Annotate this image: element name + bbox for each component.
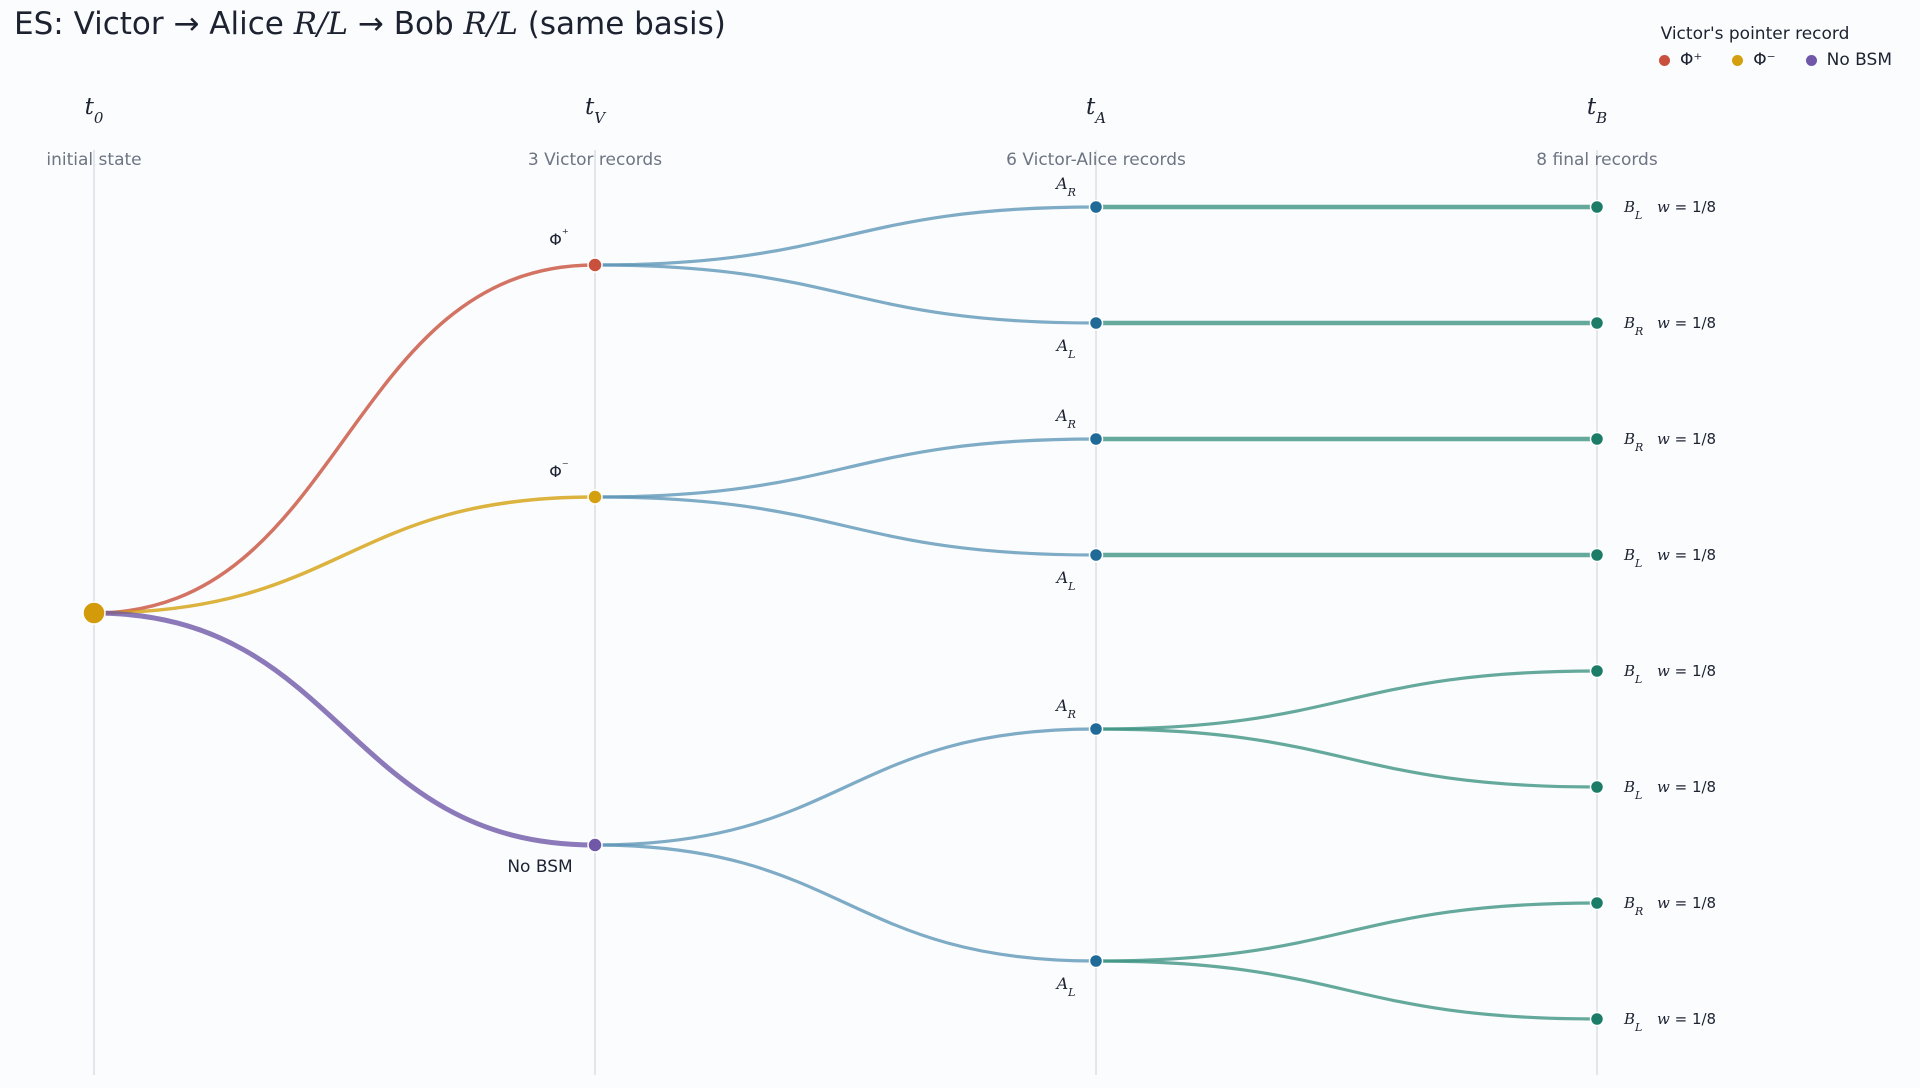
victor-node [587,837,603,853]
alice-node [1088,721,1104,737]
branch-weight-label: w = 1/8 [1657,430,1716,448]
branch-weight-label: w = 1/8 [1657,778,1716,796]
bob-node [1589,779,1605,795]
bob-node [1589,547,1605,563]
legend: Victor's pointer record Φ⁺ Φ⁻ No BSM [1602,24,1892,70]
branch-weight-label: w = 1/8 [1657,662,1716,680]
victor-node [587,257,603,273]
bob-node-label: BR [1623,314,1643,338]
alice-node-label: AR [1054,696,1076,721]
victor-node-label: Φ⁻ [549,459,568,482]
legend-item-phi-plus: Φ⁺ [1658,50,1703,70]
victor-branch-edge [91,610,598,848]
alice-node-label: AR [1054,174,1076,199]
bob-node [1589,199,1605,215]
bob-node-label: BR [1623,894,1643,918]
alice-branch-edge [593,727,1098,847]
victor-branch-edge [92,495,597,615]
bob-node-label: BR [1623,430,1643,454]
alice-node [1088,199,1104,215]
alice-branch-edge [593,263,1098,325]
branch-weight-label: w = 1/8 [1657,894,1716,912]
stage-label: tA [1086,94,1106,127]
alice-node [1088,953,1104,969]
root-node [82,601,106,625]
victor-node-label: No BSM [507,857,572,877]
stage-caption: 3 Victor records [528,150,662,170]
branch-weight-label: w = 1/8 [1657,1010,1716,1028]
bob-branch-edge [1094,727,1599,789]
bob-node-label: BL [1623,778,1642,802]
alice-node [1088,431,1104,447]
stage-caption: initial state [46,150,141,170]
stage-caption: 6 Victor-Alice records [1006,150,1186,170]
alice-node-label: AL [1055,336,1076,361]
victor-node-label: Φ⁺ [549,227,568,250]
bob-node [1589,663,1605,679]
alice-node [1088,315,1104,331]
alice-branch-edge [593,843,1098,963]
bob-branch-edge [1094,901,1599,963]
stage-caption: 8 final records [1536,150,1658,170]
stage-label: tV [585,94,607,127]
legend-label-phi-minus: Φ⁻ [1753,50,1776,70]
alice-branch-edge [593,495,1098,557]
stage-label: t0 [85,94,104,127]
alice-node-label: AR [1054,406,1076,431]
branch-weight-label: w = 1/8 [1657,198,1716,216]
victor-node [587,489,603,505]
alice-node [1088,547,1104,563]
bob-node [1589,895,1605,911]
bob-node [1589,315,1605,331]
legend-marker-phi-plus [1658,54,1670,66]
bob-node-label: BL [1623,546,1642,570]
bob-node-label: BL [1623,662,1642,686]
legend-item-phi-minus: Φ⁻ [1732,50,1776,70]
diagram-title: ES: Victor → Alice R/L → Bob R/L (same b… [14,6,726,42]
bob-node-label: BL [1623,198,1642,222]
bob-node [1589,431,1605,447]
legend-title: Victor's pointer record [1660,24,1850,44]
bob-node-label: BL [1623,1010,1642,1034]
legend-label-phi-plus: Φ⁺ [1679,50,1703,70]
alice-branch-edge [593,437,1098,499]
stage-label: tB [1587,94,1607,127]
branch-weight-label: w = 1/8 [1657,314,1716,332]
alice-node-label: AL [1055,568,1076,593]
legend-item-no-bsm: No BSM [1805,50,1892,70]
bob-branch-edge [1094,669,1599,731]
legend-label-no-bsm: No BSM [1826,50,1892,70]
branch-weight-label: w = 1/8 [1657,546,1716,564]
victor-branch-edge [92,263,597,615]
bob-branch-edge [1094,959,1599,1021]
alice-branch-edge [593,205,1098,267]
bob-node [1589,1011,1605,1027]
alice-node-label: AL [1055,974,1076,999]
legend-marker-no-bsm [1805,54,1817,66]
legend-marker-phi-minus [1732,54,1744,66]
